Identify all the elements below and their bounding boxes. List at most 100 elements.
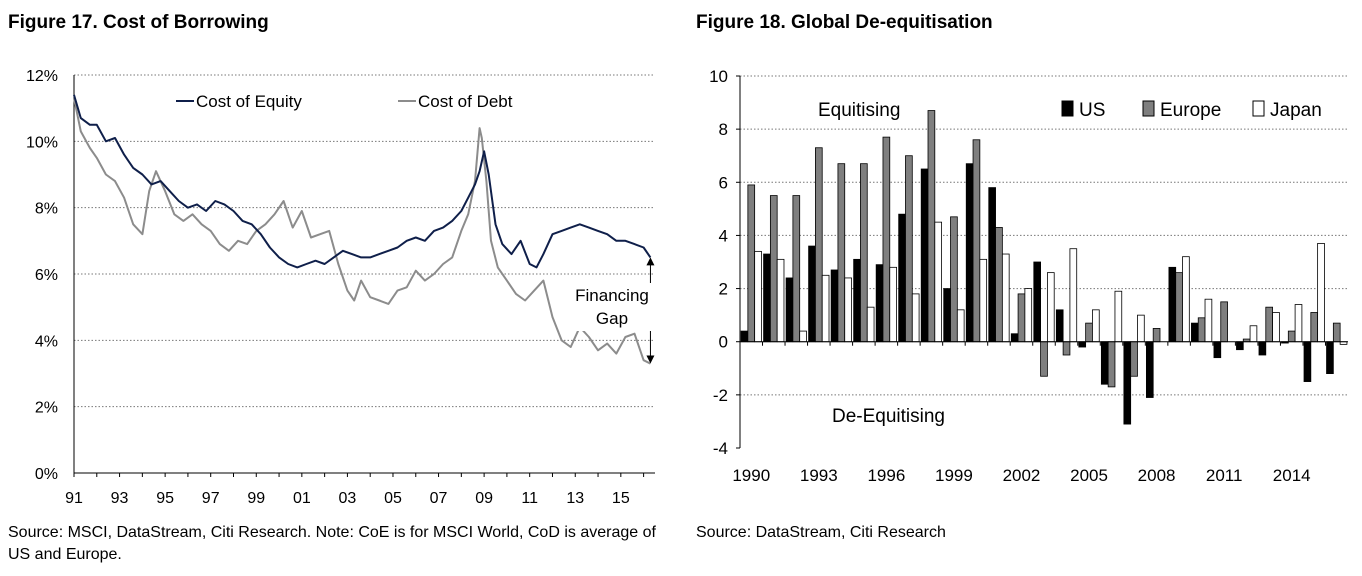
x-tick-label: 13: [566, 490, 584, 507]
bar-europe-2009: [1175, 272, 1183, 343]
figure-18-title: Figure 18. Global De-equitisation: [696, 12, 993, 33]
bar-us-2008: [1145, 341, 1154, 398]
bar-us-2001: [988, 187, 996, 343]
y-tick-label: 8%: [35, 201, 58, 218]
bar-europe-2011: [1220, 301, 1228, 343]
bar-japan-1991: [776, 258, 785, 343]
bar-us-2013: [1258, 341, 1267, 356]
bar-us-2003: [1033, 261, 1041, 343]
bar-us-2004: [1055, 309, 1064, 343]
bar-us-2000: [965, 163, 974, 343]
bar-japan-2015: [1317, 242, 1325, 343]
x-tick-label: 1996: [867, 466, 905, 485]
x-tick-label: 91: [65, 490, 83, 507]
bar-japan-1992: [799, 330, 807, 343]
x-tick-label: 2008: [1138, 466, 1176, 485]
y-tick-label: 6%: [35, 267, 58, 284]
bar-us-1992: [785, 277, 794, 343]
figure-17-panel: Figure 17. Cost of Borrowing 0% 2% 4% 6% 8% 1…: [0, 0, 680, 576]
y-tick-label: 6: [719, 173, 728, 192]
figure-18-source: Source: DataStream, Citi Research: [696, 524, 946, 541]
bar-us-1999: [943, 288, 951, 343]
bar-europe-2001: [995, 227, 1003, 343]
global-de-equitisation-chart: -4 -2 0 2 4 6 8 10 1990 1993 1996 1999 2002 2005 2008 2…: [709, 67, 1348, 485]
bar-europe-2005: [1085, 322, 1093, 343]
bar-us-1990: [740, 330, 749, 343]
bar-europe-1992: [792, 195, 801, 343]
bar-europe-1999: [950, 216, 958, 343]
x-tick-label: 07: [430, 490, 448, 507]
y-tick-label: 2: [719, 280, 728, 299]
legend-swatch: [1061, 100, 1074, 117]
bar-us-1998: [920, 168, 929, 343]
y-tick-label: 12%: [26, 68, 58, 85]
x-tick-label: 01: [293, 490, 311, 507]
bar-japan-1990: [754, 250, 762, 343]
x-tick-label: 2014: [1273, 466, 1311, 485]
bar-japan-1998: [934, 221, 943, 343]
x-tick-label: 99: [247, 490, 265, 507]
legend-swatch: [1252, 100, 1265, 117]
bar-japan-2000: [979, 258, 988, 343]
bar-europe-1996: [882, 136, 891, 343]
bar-europe-1997: [905, 155, 913, 343]
y-tick-label: -4: [713, 439, 728, 458]
bar-japan-2005: [1092, 309, 1100, 343]
bar-us-2015: [1303, 341, 1312, 382]
x-tick-label: 09: [475, 490, 493, 507]
financing-gap-label: Gap: [596, 309, 628, 328]
bar-europe-2006: [1107, 341, 1116, 388]
bar-us-1994: [830, 269, 839, 343]
x-tick-label: 1990: [732, 466, 770, 485]
de-equitising-label: De-Equitising: [832, 406, 945, 427]
y-tick-label: 4%: [35, 333, 58, 350]
bar-japan-1993: [821, 274, 830, 343]
bar-japan-2013: [1272, 312, 1280, 343]
financing-gap-label: Financing: [575, 286, 649, 305]
x-tick-label: 1993: [800, 466, 838, 485]
bar-europe-2010: [1197, 317, 1206, 343]
y-tick-label: 10: [709, 67, 728, 86]
x-tick-label: 97: [202, 490, 220, 507]
bar-japan-2003: [1046, 272, 1055, 343]
bar-europe-2002: [1017, 293, 1026, 343]
bar-japan-2002: [1024, 288, 1033, 343]
equitising-label: Equitising: [818, 100, 900, 121]
x-tick-label: 1999: [935, 466, 973, 485]
x-tick-label: 93: [111, 490, 129, 507]
bar-europe-1991: [769, 195, 778, 343]
legend-label: Cost of Equity: [196, 92, 302, 111]
bar-japan-2014: [1294, 304, 1303, 343]
x-tick-label: 05: [384, 490, 402, 507]
bar-europe-2013: [1265, 306, 1273, 343]
cost-of-borrowing-chart: 0% 2% 4% 6% 8% 10% 12% 91 93 95 97 99 01 03 05 07 09 11 13…: [26, 68, 655, 507]
x-tick-label: 15: [612, 490, 630, 507]
bar-japan-2004: [1069, 248, 1078, 343]
legend-label: Cost of Debt: [418, 92, 513, 111]
bar-japan-2006: [1114, 290, 1123, 343]
y-tick-label: -2: [713, 386, 728, 405]
y-tick-label: 8: [719, 120, 728, 139]
bar-japan-2012: [1249, 325, 1258, 343]
y-tick-label: 0%: [35, 466, 58, 483]
bar-japan-1994: [844, 277, 852, 343]
bar-europe-2004: [1062, 341, 1071, 356]
bar-europe-2015: [1310, 312, 1319, 343]
arrow-head-up: [646, 257, 655, 266]
figure-18-panel: Figure 18. Global De-equitisation -4 -2 0 2…: [690, 0, 1362, 576]
bar-japan-2007: [1137, 314, 1145, 343]
bar-us-1995: [853, 258, 861, 343]
bar-us-2007: [1123, 341, 1132, 425]
x-tick-label: 11: [521, 490, 538, 507]
bar-japan-2009: [1182, 256, 1190, 343]
legend-swatch: [1142, 100, 1155, 117]
bar-europe-1998: [927, 110, 936, 343]
bar-us-2006: [1100, 341, 1109, 385]
cost-of-equity-line: [73, 94, 652, 269]
legend-label: Japan: [1270, 100, 1322, 121]
cost-of-debt-line: [73, 97, 651, 365]
legend-label: US: [1079, 100, 1105, 121]
bar-japan-1995: [866, 306, 875, 343]
x-tick-label: 2005: [1070, 466, 1108, 485]
x-tick-label: 95: [156, 490, 174, 507]
